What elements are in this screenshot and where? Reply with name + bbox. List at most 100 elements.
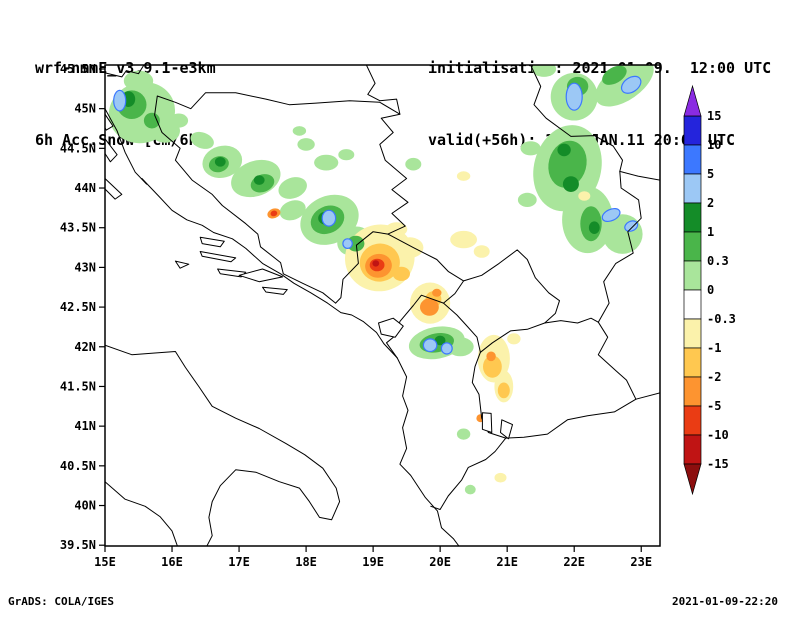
- colorbar-label: 1: [707, 225, 714, 239]
- snow-blob: [432, 288, 442, 297]
- colorbar-label: -5: [707, 399, 721, 413]
- snow-blob: [190, 131, 214, 149]
- island-outline: [105, 178, 123, 200]
- y-tick-label: 43N: [74, 260, 96, 274]
- country-border: [597, 321, 637, 400]
- snow-blob: [372, 260, 380, 267]
- snow-blob: [588, 221, 600, 234]
- colorbar-segment: [683, 260, 702, 291]
- island-outline: [174, 260, 190, 269]
- x-tick-label: 20E: [429, 555, 451, 569]
- grads-credit: GrADS: COLA/IGES: [8, 595, 114, 608]
- snow-blob: [456, 171, 471, 181]
- country-border: [463, 249, 560, 324]
- colorbar-segment: [683, 289, 702, 320]
- italy-coastline: [105, 481, 178, 546]
- snow-blob: [473, 245, 490, 258]
- snow-blob: [214, 157, 226, 167]
- snow-blob: [123, 70, 154, 92]
- snow-blob: [342, 238, 353, 250]
- snow-blob: [520, 141, 541, 156]
- colorbar-arrow-top: [683, 84, 702, 117]
- country-border: [154, 92, 401, 275]
- snow-blob: [143, 112, 160, 129]
- snow-blob: [602, 65, 627, 85]
- y-tick-label: 39.5N: [60, 538, 96, 552]
- snow-blob: [456, 428, 471, 440]
- snow-blob: [601, 207, 621, 223]
- snow-blob: [314, 154, 339, 171]
- x-tick-label: 22E: [563, 555, 585, 569]
- island-outline: [105, 138, 118, 163]
- colorbar-segment: [683, 231, 702, 262]
- colorbar-label: -0.3: [707, 312, 736, 326]
- snow-blob: [270, 210, 278, 217]
- country-border: [443, 302, 481, 353]
- colorbar: 15 10 5 2 1 0.3 0 -0.3 -1 -2 -5 -10 -15: [683, 84, 736, 496]
- snow-blob: [507, 333, 521, 345]
- colorbar-label: 5: [707, 167, 714, 181]
- y-tick-label: 42.5N: [60, 300, 96, 314]
- lake-outline: [500, 419, 513, 440]
- snow-blob: [578, 191, 591, 201]
- snow-blob: [620, 75, 642, 94]
- y-tick-label: 40N: [74, 499, 96, 513]
- snow-blob: [420, 298, 439, 316]
- country-border: [544, 317, 599, 324]
- snow-blob: [253, 175, 265, 185]
- country-border: [471, 351, 507, 439]
- snow-field: [108, 65, 654, 495]
- snow-blob: [422, 338, 438, 353]
- snow-blob: [557, 143, 571, 157]
- colorbar-label: -2: [707, 370, 721, 384]
- y-tick-label: 42N: [74, 340, 96, 354]
- y-tick-label: 40.5N: [60, 459, 96, 473]
- country-border: [530, 65, 660, 181]
- x-tick-label: 23E: [630, 555, 652, 569]
- country-border: [282, 273, 337, 304]
- colorbar-segment: [683, 376, 702, 407]
- lake-outline: [378, 317, 404, 338]
- country-border: [430, 437, 507, 510]
- colorbar-segment: [683, 405, 702, 436]
- colorbar-label: 10: [707, 138, 721, 152]
- island-outline: [199, 251, 237, 263]
- colorbar-segment: [683, 202, 702, 233]
- country-border: [479, 322, 546, 353]
- colorbar-segment: [683, 347, 702, 378]
- snow-blob: [405, 157, 422, 171]
- country-border: [597, 170, 642, 323]
- island-outline: [238, 268, 284, 283]
- snow-blob: [297, 138, 315, 151]
- map-frame: [104, 64, 661, 547]
- x-tick-label: 18E: [295, 555, 317, 569]
- snow-blob: [278, 177, 307, 199]
- colorbar-label: 2: [707, 196, 714, 210]
- y-tick-label: 45.5N: [60, 62, 96, 76]
- adriatic-coastline: [105, 108, 460, 546]
- snow-blob: [494, 472, 507, 483]
- snow-blob: [497, 382, 510, 399]
- island-outline: [262, 286, 288, 295]
- snow-blob: [292, 126, 307, 136]
- island-outline: [217, 268, 247, 278]
- colorbar-label: 0: [707, 283, 714, 297]
- snow-blob: [624, 220, 639, 232]
- y-tick-label: 44N: [74, 181, 96, 195]
- x-tick-label: 16E: [161, 555, 183, 569]
- x-tick-label: 15E: [94, 555, 116, 569]
- colorbar-segment: [683, 434, 702, 465]
- x-tick-label: 19E: [362, 555, 384, 569]
- country-border: [635, 392, 660, 400]
- snow-blob: [338, 149, 355, 161]
- snow-blob: [321, 209, 337, 227]
- colorbar-label: 15: [707, 109, 721, 123]
- country-border: [505, 398, 637, 439]
- country-border: [335, 65, 409, 304]
- snow-blob: [347, 235, 365, 252]
- country-border: [387, 233, 465, 304]
- island-outline: [199, 236, 225, 248]
- snow-blob: [531, 65, 557, 77]
